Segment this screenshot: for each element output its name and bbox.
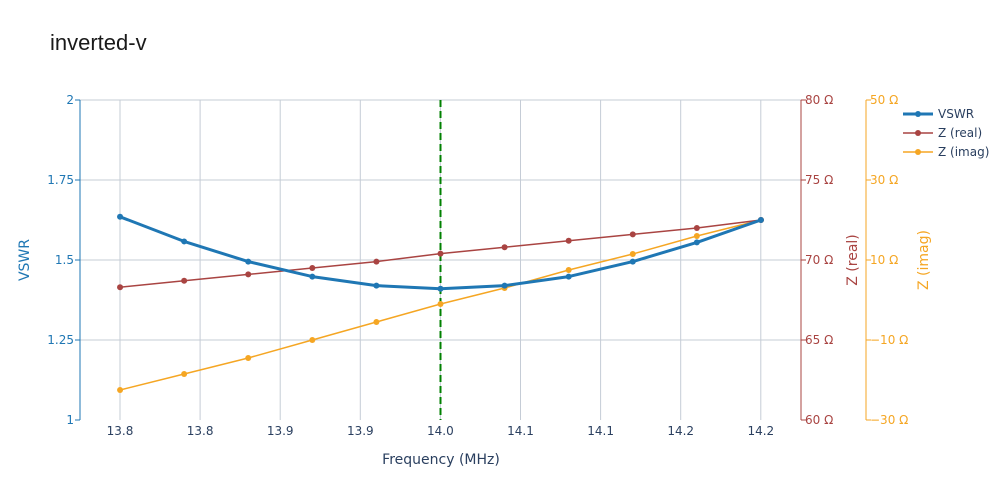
x-tick-label: 14.1 xyxy=(587,424,614,438)
legend-item-label[interactable]: VSWR xyxy=(938,107,974,121)
data-point xyxy=(245,271,252,278)
y-axis-title: VSWR xyxy=(17,239,33,281)
legend-marker xyxy=(915,130,921,136)
x-axis-title: Frequency (MHz) xyxy=(382,452,500,468)
x-tick-label: 13.8 xyxy=(187,424,214,438)
data-point xyxy=(437,285,444,292)
legend-marker xyxy=(915,111,921,117)
chart-title: inverted-v xyxy=(50,30,147,55)
legend-item-label[interactable]: Z (real) xyxy=(938,126,982,140)
data-point xyxy=(757,217,764,223)
axes: 13.8 13.8 13.9 13.9 14.0 14.1 14.1 14.2 14.2 1 1.2… xyxy=(17,93,932,438)
data-point xyxy=(693,225,700,231)
x-tick-label: 14.0 xyxy=(427,424,454,438)
x-tick-label: 14.2 xyxy=(667,424,694,438)
data-point xyxy=(373,258,380,265)
series-group xyxy=(117,100,764,420)
data-point xyxy=(245,258,252,265)
data-point xyxy=(629,231,636,238)
y2-tick-label: 70 Ω xyxy=(805,253,833,267)
data-point xyxy=(373,282,380,289)
y2-axis-title: Z (real) xyxy=(845,234,861,286)
y2-tick-label: 80 Ω xyxy=(805,93,833,107)
data-point xyxy=(437,301,444,307)
y3-tick-label: −10 Ω xyxy=(870,333,908,347)
x-tick-label: 13.9 xyxy=(267,424,294,438)
data-point xyxy=(117,387,124,393)
data-point xyxy=(693,233,700,239)
data-point xyxy=(693,239,700,246)
data-point xyxy=(565,267,572,273)
y3-tick-label: −30 Ω xyxy=(870,413,908,427)
legend-marker xyxy=(915,149,921,155)
y-tick-label: 1.75 xyxy=(47,173,74,187)
data-point xyxy=(309,273,316,280)
x-tick-label: 14.1 xyxy=(507,424,534,438)
y3-axis-title: Z (imag) xyxy=(916,230,932,290)
y2-tick-label: 75 Ω xyxy=(805,173,833,187)
y3-tick-label: 50 Ω xyxy=(870,93,898,107)
data-point xyxy=(181,238,188,245)
data-point xyxy=(437,250,444,257)
data-point xyxy=(309,265,316,271)
data-point xyxy=(565,237,572,244)
x-tick-label: 14.2 xyxy=(747,424,774,438)
x-tick-label: 13.9 xyxy=(347,424,374,438)
y3-tick-label: 10 Ω xyxy=(870,253,898,267)
legend-item-label[interactable]: Z (imag) xyxy=(938,145,989,159)
legend[interactable]: VSWR Z (real) Z (imag) xyxy=(903,107,989,159)
y-tick-label: 1.5 xyxy=(55,253,74,267)
data-point xyxy=(117,213,124,220)
y-tick-label: 1 xyxy=(66,413,74,427)
data-point xyxy=(501,244,508,251)
data-point xyxy=(629,258,636,265)
y-tick-label: 2 xyxy=(66,93,74,107)
data-point xyxy=(181,371,188,377)
data-point xyxy=(245,355,252,361)
x-tick-label: 13.8 xyxy=(107,424,134,438)
data-point xyxy=(501,282,508,289)
y2-tick-label: 60 Ω xyxy=(805,413,833,427)
data-point xyxy=(309,337,316,343)
y3-tick-label: 30 Ω xyxy=(870,173,898,187)
data-point xyxy=(565,273,572,280)
y2-tick-label: 65 Ω xyxy=(805,333,833,347)
data-point xyxy=(629,251,636,257)
data-point xyxy=(373,319,380,325)
y-tick-label: 1.25 xyxy=(47,333,74,347)
data-point xyxy=(181,277,188,284)
data-point xyxy=(117,284,124,291)
